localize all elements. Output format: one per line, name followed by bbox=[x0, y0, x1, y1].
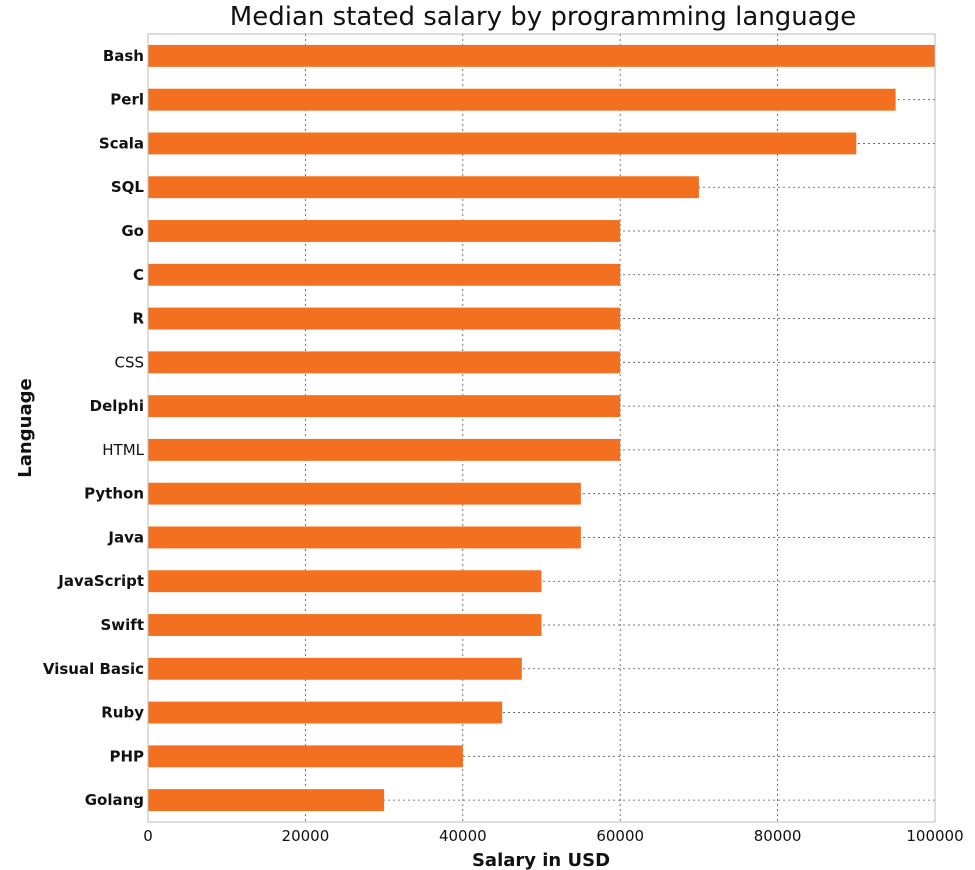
y-tick-label: Swift bbox=[101, 616, 145, 634]
bar-python bbox=[148, 482, 581, 505]
bar-layer bbox=[148, 44, 935, 812]
x-tick-labels: 0 20000 40000 60000 80000 100000 bbox=[143, 827, 963, 845]
y-tick-label: Scala bbox=[99, 134, 144, 152]
y-tick-label: Bash bbox=[103, 47, 144, 65]
bar-ruby bbox=[148, 701, 503, 724]
y-tick-label: Golang bbox=[85, 791, 144, 809]
y-tick-label: Delphi bbox=[90, 397, 144, 415]
bar-golang bbox=[148, 789, 385, 812]
bar-r bbox=[148, 307, 621, 330]
x-tick-label: 0 bbox=[143, 827, 153, 845]
bar-html bbox=[148, 438, 621, 461]
y-tick-label: C bbox=[133, 266, 144, 284]
x-tick-label: 80000 bbox=[754, 827, 802, 845]
x-tick-label: 60000 bbox=[596, 827, 644, 845]
bar-php bbox=[148, 745, 463, 768]
bar-scala bbox=[148, 132, 857, 155]
bar-bash bbox=[148, 44, 935, 67]
y-axis-label: Language bbox=[15, 378, 36, 477]
y-tick-label: CSS bbox=[114, 353, 144, 371]
bar-delphi bbox=[148, 395, 621, 418]
bar-c bbox=[148, 263, 621, 286]
plot-frame bbox=[147, 33, 936, 823]
bar-sql bbox=[148, 176, 699, 199]
x-tick-label: 100000 bbox=[906, 827, 963, 845]
y-tick-labels: Bash Perl Scala SQL Go C R CSS Delphi HTML Python J… bbox=[43, 47, 145, 809]
bar-javascript bbox=[148, 570, 542, 593]
y-tick-label: Visual Basic bbox=[43, 660, 144, 678]
y-tick-label: Ruby bbox=[101, 704, 144, 722]
y-tick-label: Java bbox=[107, 528, 144, 546]
y-tick-label: Perl bbox=[110, 91, 144, 109]
x-tick-label: 20000 bbox=[282, 827, 330, 845]
bar-go bbox=[148, 220, 621, 242]
y-tick-label: Go bbox=[121, 222, 144, 240]
bar-perl bbox=[148, 88, 896, 111]
chart-title: Median stated salary by programming lang… bbox=[230, 2, 856, 32]
y-tick-label: JavaScript bbox=[57, 572, 144, 590]
bar-css bbox=[148, 351, 621, 374]
y-tick-label: SQL bbox=[111, 178, 145, 196]
y-tick-label: PHP bbox=[109, 747, 144, 765]
y-tick-label: HTML bbox=[102, 441, 144, 459]
bar-java bbox=[148, 526, 581, 549]
x-tick-label: 40000 bbox=[439, 827, 487, 845]
y-tick-label: R bbox=[132, 310, 144, 328]
y-tick-label: Python bbox=[84, 485, 144, 503]
bar-swift bbox=[148, 614, 542, 636]
bar-visual-basic bbox=[148, 657, 522, 680]
x-axis-label: Salary in USD bbox=[472, 850, 610, 870]
